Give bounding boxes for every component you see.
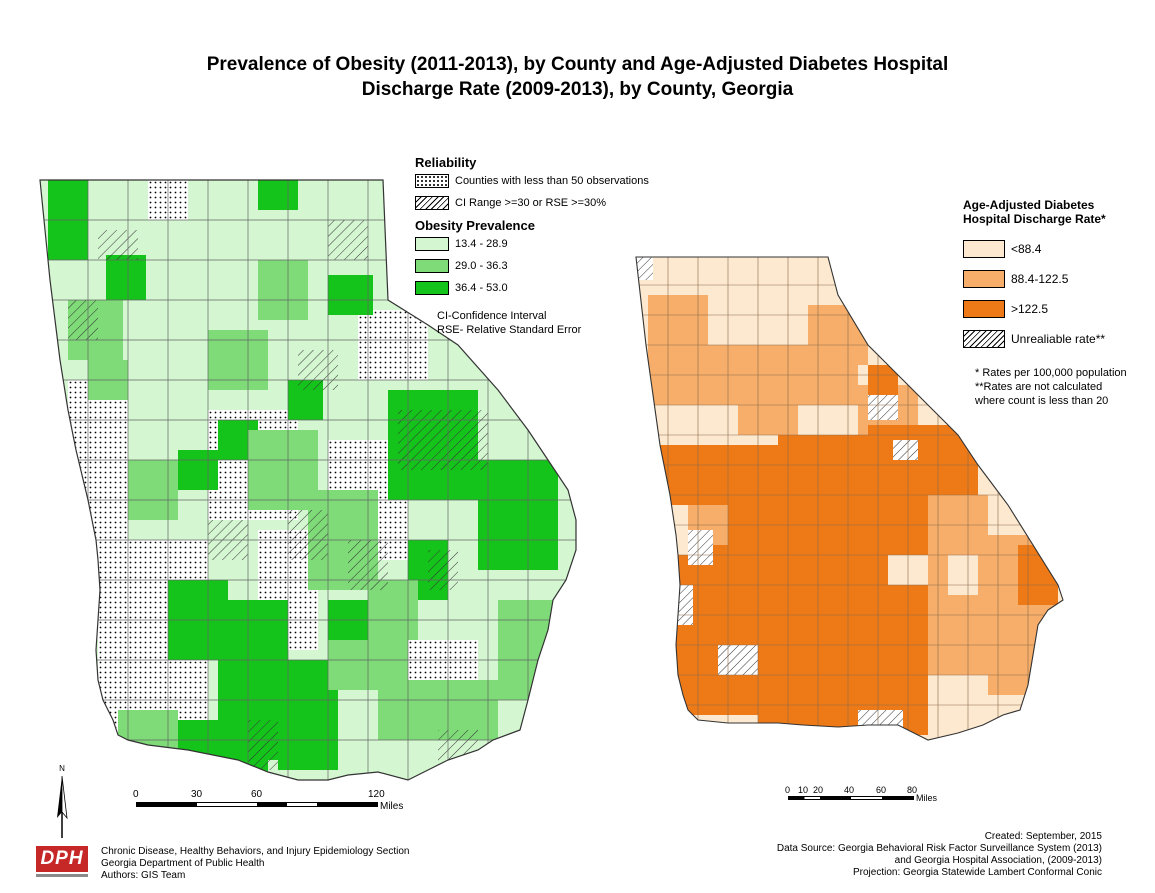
left-scale-segments [136,802,378,807]
credit-authors: Authors: GIS Team [101,870,186,881]
credits-right: Created: September, 2015 Data Source: Ge… [777,831,1102,879]
diabetes-class-label-1: <88.4 [1011,242,1042,256]
left-scale-tick-60: 60 [251,789,263,800]
north-label: N [59,764,65,773]
left-scale-tick-0: 0 [133,789,139,800]
obesity-class-3: 36.4 - 53.0 [415,277,649,299]
obesity-class-label-3: 36.4 - 53.0 [455,282,508,294]
credit-section: Chronic Disease, Healthy Behaviors, and … [101,846,410,857]
right-scale-tick-60: 60 [876,785,887,795]
left-scale-tick-120: 120 [368,789,385,800]
diabetes-notes: * Rates per 100,000 population **Rates a… [975,366,1127,408]
diabetes-class-2: 88.4-122.5 [963,264,1127,294]
obesity-swatch-2 [415,259,449,273]
right-scale-bar: 0 10 20 40 60 80 Miles [785,785,948,807]
right-scale-segments [788,796,914,800]
right-scale-unit: Miles [916,793,938,803]
obesity-class-label-1: 13.4 - 28.9 [455,238,508,250]
right-scale-tick-0: 0 [785,785,791,795]
map-title: Prevalence of Obesity (2011-2013), by Co… [0,52,1155,102]
dph-logo-underline [36,874,88,877]
dots-swatch [415,174,449,188]
reliability-heading: Reliability [415,155,477,170]
diabetes-class-1: <88.4 [963,234,1127,264]
north-arrow-icon: N [57,764,68,838]
diabetes-class-3: >122.5 [963,294,1127,324]
credit-data-source: Data Source: Georgia Behavioral Risk Fac… [776,843,1102,854]
diabetes-heading: Age-Adjusted Diabetes Hospital Discharge… [963,198,1127,226]
title-line-2: Discharge Rate (2009-2013), by County, G… [361,79,794,100]
diabetes-legend: Age-Adjusted Diabetes Hospital Discharge… [963,198,1127,408]
diabetes-heading-line-1: Age-Adjusted Diabetes [963,198,1095,212]
credit-department: Georgia Department of Public Health [101,858,265,869]
obesity-class-2: 29.0 - 36.3 [415,255,649,277]
diabetes-class-4: Unrealiable rate** [963,324,1127,354]
credits-left: Chronic Disease, Healthy Behaviors, and … [101,846,410,882]
note-ci: CI-Confidence Interval [437,310,547,322]
obesity-heading: Obesity Prevalence [415,218,535,233]
abbreviation-notes: CI-Confidence Interval RSE- Relative Sta… [437,309,649,337]
obesity-legend: Reliability Counties with less than 50 o… [415,155,649,337]
diabetes-note-1: * Rates per 100,000 population [975,367,1127,379]
dph-logo: DPH [36,846,88,880]
diabetes-note-2: **Rates are not calculated [975,381,1103,393]
reliability-label-hatch: CI Range >=30 or RSE >=30% [455,197,607,209]
obesity-swatch-3 [415,281,449,295]
diabetes-heading-line-2: Hospital Discharge Rate* [963,212,1106,226]
diabetes-swatch-1 [963,240,1005,258]
title-line-1: Prevalence of Obesity (2011-2013), by Co… [206,54,949,75]
georgia-outline-right [635,256,1064,741]
right-scale-tick-20: 20 [813,785,824,795]
note-rse: RSE- Relative Standard Error [437,324,582,336]
diabetes-note-3: where count is less than 20 [975,395,1109,407]
hatch-swatch [415,196,449,210]
georgia-outline-left [39,179,577,781]
right-scale-tick-80: 80 [907,785,918,795]
reliability-item-dots: Counties with less than 50 observations [415,170,649,192]
right-scale-tick-40: 40 [844,785,855,795]
left-scale-tick-30: 30 [191,789,203,800]
diabetes-swatch-3 [963,300,1005,318]
obesity-class-label-2: 29.0 - 36.3 [455,260,508,272]
left-scale-unit: Miles [380,801,404,812]
dph-logo-text: DPH [36,846,88,872]
credit-data-source-2: and Georgia Hospital Association, (2009-… [894,855,1102,866]
diabetes-swatch-2 [963,270,1005,288]
diabetes-county-fills [636,257,1063,740]
diabetes-class-label-4: Unrealiable rate** [1011,332,1106,346]
credit-projection: Projection: Georgia Statewide Lambert Co… [852,867,1102,878]
obesity-swatch-1 [415,237,449,251]
reliability-item-hatch: CI Range >=30 or RSE >=30% [415,192,649,214]
right-scale-tick-10: 10 [798,785,809,795]
credit-created: Created: September, 2015 [984,831,1102,842]
diabetes-class-label-3: >122.5 [1011,302,1049,316]
obesity-prevalence-map [39,179,577,781]
diabetes-discharge-map [635,256,1064,741]
obesity-class-1: 13.4 - 28.9 [415,233,649,255]
unreliable-swatch [963,330,1005,348]
left-scale-bar: 0 30 60 120 Miles [133,789,403,815]
reliability-label-dots: Counties with less than 50 observations [455,175,649,187]
diabetes-class-label-2: 88.4-122.5 [1011,272,1069,286]
